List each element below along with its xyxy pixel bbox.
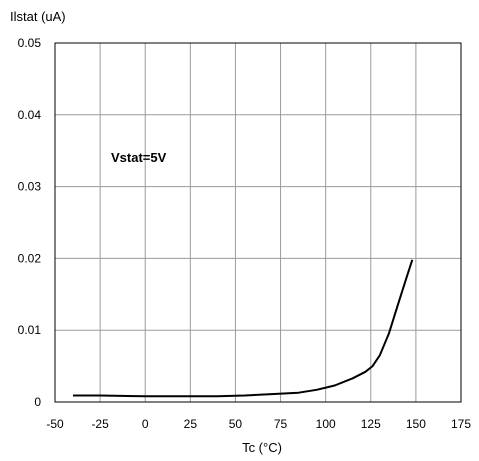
y-tick-label: 0.01 [18,323,42,337]
x-tick-label: 25 [184,417,198,431]
x-tick-label: 125 [361,417,381,431]
x-tick-label: 175 [451,417,471,431]
y-tick-label: 0.02 [18,251,42,265]
series-group [73,259,414,398]
y-tick-label: 0.05 [18,36,42,50]
x-tick-label: 0 [142,417,149,431]
series-line [73,259,414,398]
y-tick-label: 0.03 [18,180,42,194]
x-tick-label: 100 [316,417,336,431]
x-axis-label: Tc (°C) [242,440,282,455]
x-tick-label: 50 [229,417,243,431]
y-axis-label: Ilstat (uA) [10,9,66,24]
x-tick-labels: -50 -25 0 25 50 75 100 125 150 175 [46,417,471,431]
x-tick-label: 150 [406,417,426,431]
grid [55,43,461,402]
y-tick-labels: 0 0.01 0.02 0.03 0.04 0.05 [18,36,42,409]
y-tick-label: 0.04 [18,108,42,122]
plot-frame [54,42,462,403]
x-tick-label: 75 [274,417,288,431]
y-tick-label: 0 [34,395,41,409]
x-tick-label: -25 [91,417,109,431]
x-tick-label: -50 [46,417,64,431]
vstat-annotation: Vstat=5V [111,150,167,165]
